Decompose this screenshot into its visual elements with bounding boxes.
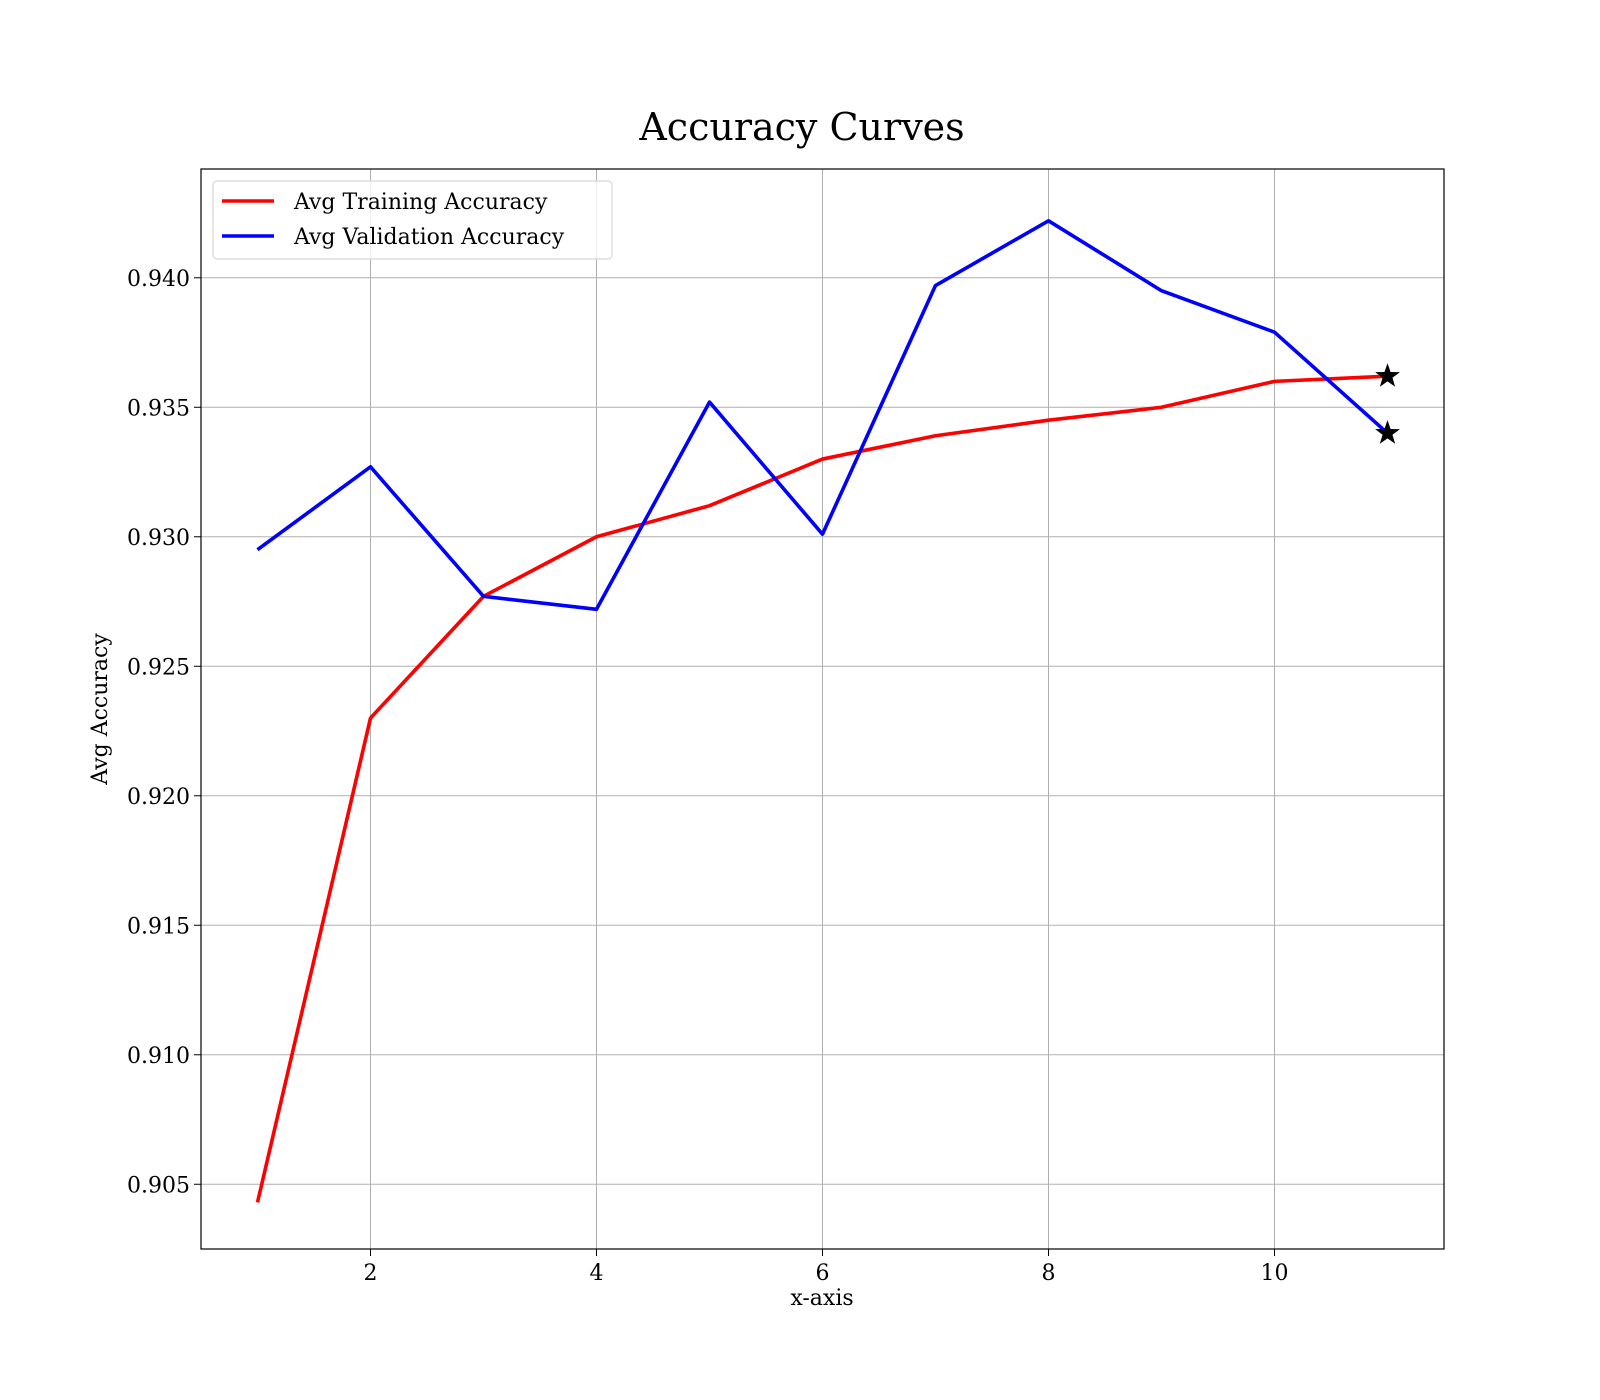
series-line-training: [255, 374, 1388, 1203]
x-tick-label: 6: [816, 1261, 830, 1286]
end-star-marker-training: [1375, 363, 1400, 387]
y-tick-label: 0.910: [127, 1044, 190, 1069]
ticks: 2 4 6 8 10 0.905 0.910 0.915 0.920 0.925 0.930 0.93…: [127, 267, 1288, 1286]
x-tick-label: 8: [1042, 1261, 1056, 1286]
legend-label: Avg Validation Accuracy: [293, 225, 565, 250]
y-tick-label: 0.925: [127, 655, 190, 680]
y-tick-label: 0.935: [127, 396, 190, 421]
legend-box: [212, 180, 613, 260]
grid: [201, 169, 1444, 1249]
x-axis-title: x-axis: [790, 1286, 853, 1311]
y-axis-title: Avg Accuracy: [88, 633, 113, 786]
y-tick-label: 0.905: [127, 1173, 190, 1198]
series-layer: [255, 219, 1400, 1203]
end-star-marker-validation: [1375, 420, 1400, 444]
legend: Avg Training Accuracy Avg Validation Accu…: [212, 180, 613, 260]
x-tick-label: 4: [590, 1261, 604, 1286]
x-tick-label: 10: [1261, 1261, 1289, 1286]
chart-title: Accuracy Curves: [638, 105, 964, 149]
y-tick-label: 0.915: [127, 914, 190, 939]
x-tick-label: 2: [364, 1261, 378, 1286]
y-tick-label: 0.930: [127, 526, 190, 551]
y-tick-label: 0.940: [127, 267, 190, 292]
y-tick-label: 0.920: [127, 785, 190, 810]
legend-label: Avg Training Accuracy: [293, 190, 548, 215]
series-line-validation: [256, 219, 1389, 612]
